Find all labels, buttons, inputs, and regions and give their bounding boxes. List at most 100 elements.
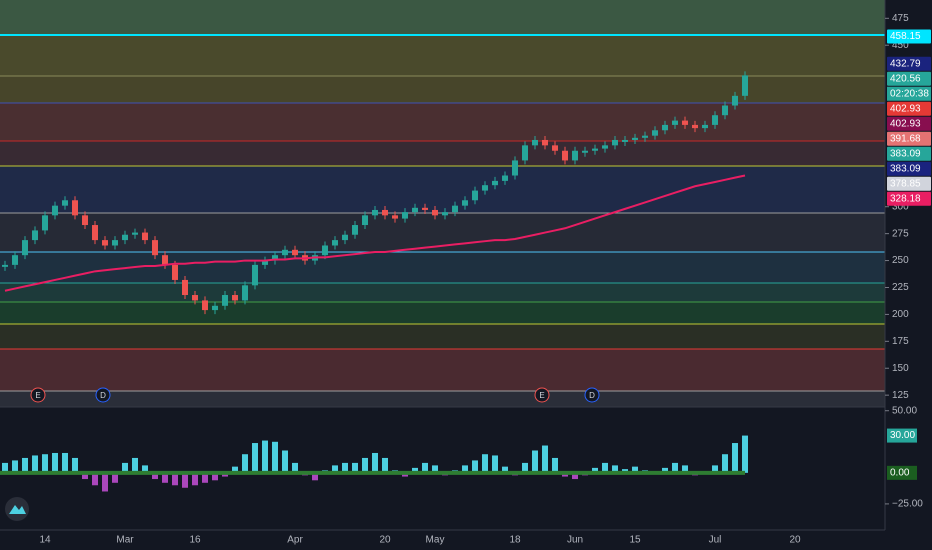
candle [342,234,348,241]
y-tick-label: 175 [892,336,909,347]
candle [432,209,438,216]
histogram-bar [602,462,608,473]
histogram-bar [262,440,268,473]
y-tick-label: 200 [892,309,909,320]
price-label: 391.68 [890,133,921,144]
candle [452,205,458,213]
osc-label: 30.00 [890,430,915,441]
histogram-bar [242,454,248,473]
histogram-bar [422,462,428,473]
candle [442,212,448,216]
price-label-bg [887,131,931,146]
histogram-bar [732,443,738,473]
histogram-bar [312,472,318,481]
event-marker [95,387,111,403]
candle [172,264,178,280]
candle [392,215,398,219]
band [0,166,885,213]
candle [662,124,668,131]
histogram-bar [182,472,188,488]
histogram-bar [482,454,488,473]
price-label: 378.85 [890,178,921,189]
band [0,391,885,407]
candle [572,150,578,161]
candle [502,175,508,181]
candle [362,215,368,226]
histogram-bar [542,445,548,473]
event-label: E [539,391,544,400]
histogram-bar [552,457,558,473]
histogram-bar [682,465,688,473]
price-label-bg [887,146,931,161]
candle [12,255,18,265]
band [0,302,885,324]
candle [292,249,298,256]
candle [282,249,288,256]
histogram-bar [342,462,348,473]
histogram-bar [282,450,288,473]
event-label: E [35,391,40,400]
histogram-bar [62,452,68,473]
candle [192,295,198,301]
histogram-bar [332,465,338,473]
y-tick-label: 300 [892,201,909,212]
band [0,103,885,141]
y-tick-label: 450 [892,40,909,51]
price-label-bg [887,101,931,116]
x-tick-label: Mar [116,535,134,546]
candle [462,200,468,206]
candle [352,225,358,235]
histogram-bar [172,472,178,486]
event-marker [30,387,46,403]
candle [242,285,248,301]
histogram-bar [82,472,88,480]
histogram-bar [42,454,48,473]
candle [22,240,28,256]
x-tick-label: 20 [379,535,391,546]
histogram-bar [472,460,478,473]
price-label-bg [887,161,931,176]
candle [672,120,678,125]
candle [272,255,278,261]
event-marker [584,387,600,403]
y-tick-label: 50.00 [892,405,917,416]
candle [132,232,138,235]
histogram-bar [132,457,138,473]
candle [222,295,228,306]
osc-label: 0.00 [890,467,910,478]
candle [642,135,648,138]
price-label-bg [887,71,931,86]
candle [322,245,328,256]
band [0,76,885,103]
candle [372,209,378,216]
candle [562,150,568,161]
price-label: 383.09 [890,163,921,174]
histogram-bar [32,455,38,473]
y-tick-label: 150 [892,363,909,374]
x-tick-label: 15 [629,535,641,546]
histogram-bar [92,472,98,486]
price-bands [0,0,885,407]
price-label-bg [887,116,931,131]
candle [532,139,538,146]
histogram-bar [672,462,678,473]
candle [92,225,98,241]
countdown-label: 02:20:38 [890,88,929,99]
candle [202,300,208,311]
candle [702,124,708,129]
candle [122,234,128,241]
candle [692,124,698,129]
x-tick-label: Jun [567,535,583,546]
band [0,349,885,391]
candle [102,240,108,246]
histogram-bar [292,462,298,473]
candle [732,95,738,106]
candle [182,279,188,296]
histogram-bar [232,466,238,473]
histogram-bar [202,472,208,483]
price-label: 328.18 [890,193,921,204]
candle [422,207,428,210]
y-tick-label: 275 [892,228,909,239]
y-tick-label: −25.00 [892,499,923,510]
histogram-bar [522,462,528,473]
